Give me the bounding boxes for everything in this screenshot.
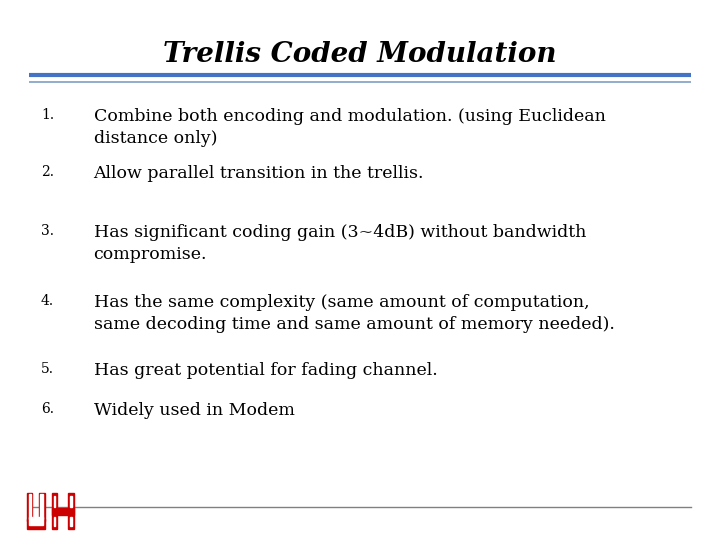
- Bar: [27, 519, 45, 529]
- Text: 3.: 3.: [41, 224, 54, 238]
- Text: 6.: 6.: [41, 402, 54, 416]
- Bar: [68, 492, 74, 529]
- Text: Trellis Coded Modulation: Trellis Coded Modulation: [163, 40, 557, 68]
- Bar: [71, 496, 72, 507]
- Bar: [52, 508, 74, 516]
- Bar: [53, 517, 55, 526]
- Bar: [52, 492, 57, 529]
- Text: Has significant coding gain (3~4dB) without bandwidth
compromise.: Has significant coding gain (3~4dB) with…: [94, 224, 586, 262]
- Bar: [39, 492, 45, 521]
- Text: 5.: 5.: [41, 362, 54, 376]
- Text: 1.: 1.: [41, 108, 54, 122]
- Bar: [29, 517, 42, 525]
- Text: Has the same complexity (same amount of computation,
same decoding time and same: Has the same complexity (same amount of …: [94, 294, 614, 333]
- Text: Has great potential for fading channel.: Has great potential for fading channel.: [94, 362, 437, 379]
- Bar: [40, 494, 42, 518]
- Text: Widely used in Modem: Widely used in Modem: [94, 402, 294, 419]
- Bar: [27, 492, 32, 521]
- Bar: [29, 494, 32, 518]
- Bar: [53, 496, 55, 507]
- Text: 4.: 4.: [41, 294, 54, 308]
- Bar: [71, 517, 72, 526]
- Text: Combine both encoding and modulation. (using Euclidean
distance only): Combine both encoding and modulation. (u…: [94, 108, 606, 146]
- Text: 2.: 2.: [41, 165, 54, 179]
- Text: Allow parallel transition in the trellis.: Allow parallel transition in the trellis…: [94, 165, 424, 181]
